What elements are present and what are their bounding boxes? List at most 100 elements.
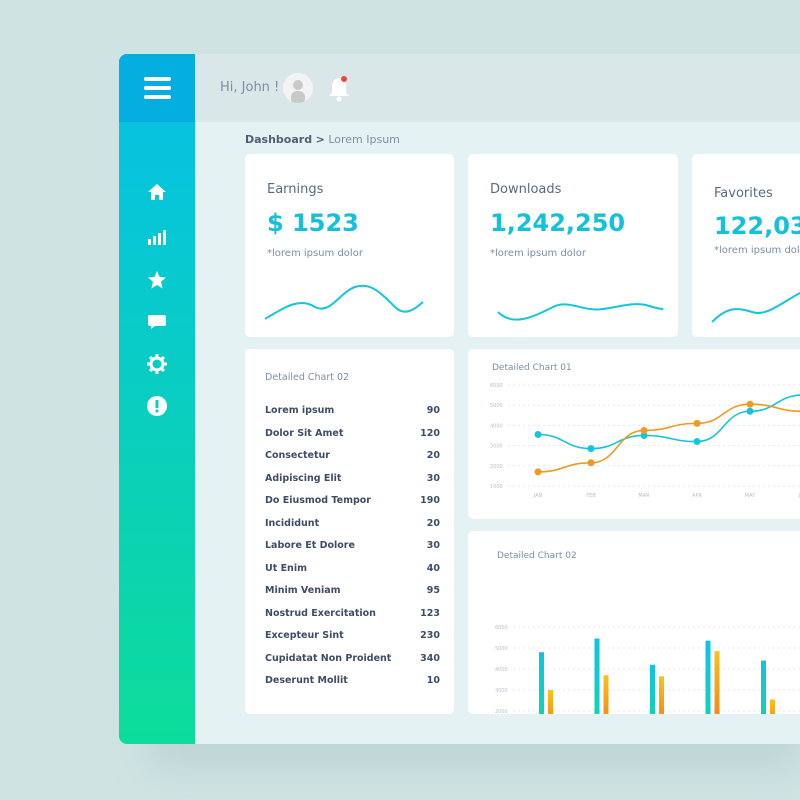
list-item: Nostrud Exercitation 123 [265,608,440,619]
list-item-label: Nostrud Exercitation [265,607,376,619]
list-item-label: Incididunt [265,517,320,529]
y-tick-label: 3000 [490,444,503,450]
list-item: Labore Et Dolore 30 [265,540,440,551]
data-point [693,438,701,446]
card-subtitle: *lorem ipsum dolor [490,248,586,259]
list-item-label: Dolor Sit Amet [265,427,344,439]
list-item-label: Ut Enim [265,562,307,574]
card-subtitle: *lorem ipsum dolor [714,245,800,256]
x-tick-label: APR [692,493,702,499]
y-tick-label: 3000 [495,688,508,694]
y-tick-label: 2000 [495,709,508,714]
bar-chart-icon [148,230,166,245]
earnings-card: Earnings $ 1523 *lorem ipsum dolor [245,154,454,337]
list-item: Minim Veniam 95 [265,585,440,596]
list-item-value: 190 [420,495,440,506]
bar [548,690,553,714]
list-item: Incididunt 20 [265,518,440,529]
dashboard-window: Hi, John ! Dashboard > Lorem Ipsum Earni… [119,54,800,744]
data-point [746,407,754,415]
downloads-sparkline [497,303,664,321]
bar [705,640,711,714]
chart-title: Detailed Chart 01 [492,363,572,373]
list-item-value: 90 [426,405,440,416]
y-tick-label: 6000 [495,625,508,631]
list-item-label: Consectetur [265,450,330,461]
bar [603,675,609,714]
list-item: Do Eiusmod Tempor 190 [265,495,440,506]
x-tick-label: JAN [533,493,543,499]
earnings-sparkline [264,284,424,320]
star-icon [148,271,166,289]
breadcrumb-separator: > [315,133,325,146]
card-value: $ 1523 [267,209,359,237]
y-tick-label: 2000 [490,464,503,470]
list-item: Dolor Sit Amet 120 [265,428,440,439]
sidebar-item-home[interactable] [119,182,195,202]
list-item-label: Deserunt Mollit [265,675,348,686]
hamburger-icon [143,86,171,90]
y-tick-label: 5000 [490,403,503,409]
data-point [534,468,542,476]
list-item-value: 340 [420,652,440,664]
list-item: Excepteur Sint 230 [265,630,440,641]
sidebar-item-favorites[interactable] [119,270,195,290]
x-tick-label: MAY [745,493,756,499]
list-item-value: 120 [420,427,440,439]
x-tick-label: MAR [638,493,650,499]
menu-button[interactable] [119,54,195,122]
notification-bell-icon[interactable] [327,74,351,102]
list-item: Cupidatat Non Proident 340 [265,653,440,664]
list-item-value: 30 [426,540,440,551]
list-item: Lorem ipsum 90 [265,405,440,416]
list-item-value: 230 [420,630,440,641]
bar [650,664,655,714]
sidebar-item-messages[interactable] [119,312,195,332]
list-item-label: Excepteur Sint [265,630,344,641]
list-item-value: 10 [426,675,440,686]
breadcrumb-root[interactable]: Dashboard [245,133,313,146]
downloads-card: Downloads 1,242,250 *lorem ipsum dolor [468,154,678,337]
card-title: Earnings [267,182,324,197]
sidebar-item-alerts[interactable] [119,396,195,416]
home-icon [148,184,166,200]
y-tick-label: 6000 [490,383,503,389]
bar [539,652,544,714]
list-item: Adipiscing Elit 30 [265,473,440,484]
list-item-value: 123 [420,607,440,619]
list-item-label: Cupidatat Non Proident [265,652,392,664]
list-item-value: 40 [426,562,440,574]
alert-icon [147,396,167,416]
bar-chart-card: Detailed Chart 02 6000500040003000200010… [468,531,800,714]
list-item: Consectetur 20 [265,450,440,461]
top-header: Hi, John ! [195,54,800,122]
y-tick-label: 5000 [495,646,508,652]
line-chart: 6000 5000 4000 3000 2000 1000 JAN FEB MAR APR MAY J… [490,383,800,499]
breadcrumb: Dashboard > Lorem Ipsum [245,133,400,146]
bar [770,699,775,714]
list-item-value: 20 [426,517,440,529]
data-point [534,430,542,438]
favorites-card: Favorites 122,030 *lorem ipsum dolor [692,154,800,337]
card-subtitle: *lorem ipsum dolor [267,248,363,259]
data-point [746,400,754,408]
x-tick-label: FEB [586,493,596,499]
list-item-value: 30 [426,472,440,484]
avatar[interactable] [283,73,313,103]
line-series [537,394,800,450]
y-tick-label: 1000 [490,484,503,490]
sidebar [119,54,195,744]
list-item-label: Do Eiusmod Tempor [265,495,371,506]
gear-icon [147,354,167,374]
list-item: Ut Enim 40 [265,563,440,574]
greeting: Hi, John ! [220,80,280,95]
sidebar-item-stats[interactable] [119,227,195,247]
line-chart-card: Detailed Chart 01 6000 5000 4000 3000 2000 10… [468,349,800,519]
list-item-value: 95 [426,585,440,596]
breadcrumb-current: Lorem Ipsum [328,133,400,146]
chart-title: Detailed Chart 02 [497,551,577,561]
data-point [587,459,595,467]
list-title: Detailed Chart 02 [265,372,350,383]
sidebar-item-settings[interactable] [119,354,195,374]
data-point [587,445,595,453]
